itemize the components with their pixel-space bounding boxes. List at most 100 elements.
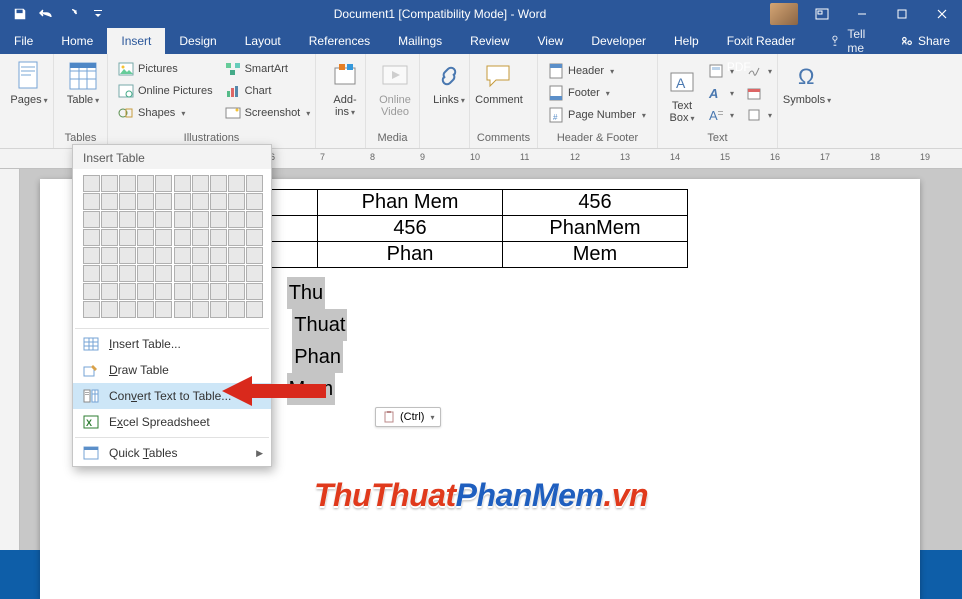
online-video-icon bbox=[379, 60, 411, 92]
redo-button[interactable] bbox=[60, 3, 84, 25]
group-text-label: Text bbox=[664, 132, 771, 146]
share-button[interactable]: Share bbox=[888, 34, 962, 48]
svg-text:A: A bbox=[676, 75, 686, 91]
menu-insert-table-label: Insert Table... bbox=[109, 337, 181, 351]
tab-references[interactable]: References bbox=[295, 28, 384, 54]
chart-button[interactable]: Chart bbox=[221, 80, 315, 102]
comment-icon bbox=[483, 60, 515, 92]
online-pictures-icon bbox=[118, 83, 134, 99]
pictures-icon bbox=[118, 61, 134, 77]
menu-excel-spreadsheet[interactable]: X Excel Spreadsheet bbox=[73, 409, 271, 435]
page-number-button[interactable]: #Page Number▾ bbox=[544, 104, 651, 126]
group-comments-label: Comments bbox=[476, 132, 531, 146]
tell-me-search[interactable]: Tell me bbox=[820, 27, 888, 55]
clipboard-icon bbox=[382, 410, 396, 424]
header-button[interactable]: Header▾ bbox=[544, 60, 651, 82]
tab-home[interactable]: Home bbox=[47, 28, 107, 54]
chart-icon bbox=[225, 83, 241, 99]
tab-developer[interactable]: Developer bbox=[577, 28, 660, 54]
red-arrow-annotation bbox=[218, 374, 328, 408]
svg-text:Ω: Ω bbox=[798, 64, 814, 89]
menu-excel-label: Excel Spreadsheet bbox=[109, 415, 210, 429]
minimize-button[interactable] bbox=[842, 0, 882, 28]
close-button[interactable] bbox=[922, 0, 962, 28]
undo-button[interactable] bbox=[34, 3, 58, 25]
tab-file[interactable]: File bbox=[0, 28, 47, 54]
screenshot-icon bbox=[225, 105, 241, 121]
chevron-down-icon: ▾ bbox=[430, 413, 434, 422]
tab-mailings[interactable]: Mailings bbox=[384, 28, 456, 54]
datetime-button[interactable] bbox=[742, 82, 776, 104]
paste-options-label: (Ctrl) bbox=[400, 411, 424, 423]
tab-view[interactable]: View bbox=[524, 28, 578, 54]
footer-button[interactable]: Footer▾ bbox=[544, 82, 651, 104]
menu-quick-tables[interactable]: Quick Tables ▶ bbox=[73, 440, 271, 466]
quick-access-toolbar bbox=[0, 3, 110, 25]
footer-icon bbox=[548, 85, 564, 101]
online-video-button[interactable]: Online Video bbox=[372, 58, 418, 120]
maximize-button[interactable] bbox=[882, 0, 922, 28]
convert-icon bbox=[83, 388, 99, 404]
paste-options-popup[interactable]: (Ctrl) ▾ bbox=[375, 407, 441, 427]
wordart-icon: A bbox=[708, 85, 724, 101]
submenu-arrow-icon: ▶ bbox=[256, 448, 263, 459]
quick-parts-button[interactable]: ▾ bbox=[704, 60, 738, 82]
window-title: Document1 [Compatibility Mode] - Word bbox=[110, 7, 770, 21]
tab-insert[interactable]: Insert bbox=[107, 28, 165, 54]
group-media-label: Media bbox=[372, 132, 413, 146]
watermark: ThuThuatPhanMem.vn bbox=[314, 477, 648, 514]
svg-text:A: A bbox=[708, 86, 718, 100]
wordart-button[interactable]: A▾ bbox=[704, 82, 738, 104]
dropdown-title: Insert Table bbox=[73, 145, 271, 169]
header-icon bbox=[548, 63, 564, 79]
table-icon bbox=[67, 60, 99, 92]
symbols-button[interactable]: Ω Symbols▾ bbox=[784, 58, 830, 108]
table-button[interactable]: Table▾ bbox=[60, 58, 106, 108]
quick-parts-icon bbox=[708, 63, 724, 79]
window-controls bbox=[770, 0, 962, 28]
online-pictures-button[interactable]: Online Pictures bbox=[114, 80, 217, 102]
datetime-icon bbox=[746, 85, 762, 101]
menu-tabs: File Home Insert Design Layout Reference… bbox=[0, 28, 962, 54]
textbox-button[interactable]: A Text Box▾ bbox=[664, 58, 700, 132]
ribbon-display-button[interactable] bbox=[802, 0, 842, 28]
smartart-icon bbox=[225, 61, 241, 77]
signature-button[interactable]: ▾ bbox=[742, 60, 776, 82]
svg-text:#: # bbox=[553, 113, 558, 122]
object-button[interactable]: ▾ bbox=[742, 104, 776, 126]
addins-button[interactable]: Add-ins▾ bbox=[322, 58, 368, 120]
symbols-icon: Ω bbox=[791, 60, 823, 92]
insert-table-icon bbox=[83, 336, 99, 352]
save-button[interactable] bbox=[8, 3, 32, 25]
addins-icon bbox=[329, 60, 361, 92]
links-icon bbox=[433, 60, 465, 92]
excel-icon: X bbox=[83, 414, 99, 430]
pages-button[interactable]: Pages▾ bbox=[6, 58, 52, 108]
tell-me-label: Tell me bbox=[847, 27, 878, 55]
user-avatar[interactable] bbox=[770, 3, 798, 25]
vertical-ruler[interactable] bbox=[0, 169, 20, 550]
comment-button[interactable]: Comment bbox=[476, 58, 522, 108]
pictures-button[interactable]: Pictures bbox=[114, 58, 217, 80]
screenshot-button[interactable]: Screenshot▾ bbox=[221, 102, 315, 124]
menu-insert-table[interactable]: Insert Table... bbox=[73, 331, 271, 357]
menu-draw-table-label: Draw Table bbox=[109, 363, 169, 377]
tab-help[interactable]: Help bbox=[660, 28, 713, 54]
links-button[interactable]: Links▾ bbox=[426, 58, 472, 108]
qat-customize-button[interactable] bbox=[86, 3, 110, 25]
menu-quick-tables-label: Quick Tables bbox=[109, 446, 177, 460]
dropcap-button[interactable]: A▾ bbox=[704, 104, 738, 126]
insert-table-dropdown: Insert Table Insert Table... Draw Table … bbox=[72, 144, 272, 467]
quick-tables-icon bbox=[83, 445, 99, 461]
table-grid-picker[interactable] bbox=[73, 169, 271, 326]
shapes-button[interactable]: Shapes▾ bbox=[114, 102, 217, 124]
ribbon: Pages▾ Table▾ Tables Pictures Online Pic… bbox=[0, 54, 962, 149]
menu-convert-text-label: Convert Text to Table... bbox=[109, 389, 231, 403]
tab-review[interactable]: Review bbox=[456, 28, 523, 54]
tab-layout[interactable]: Layout bbox=[231, 28, 295, 54]
tab-foxit[interactable]: Foxit Reader PDF bbox=[713, 28, 820, 54]
shapes-icon bbox=[118, 105, 134, 121]
smartart-button[interactable]: SmartArt bbox=[221, 58, 315, 80]
tab-design[interactable]: Design bbox=[165, 28, 230, 54]
dropcap-icon: A bbox=[708, 107, 724, 123]
